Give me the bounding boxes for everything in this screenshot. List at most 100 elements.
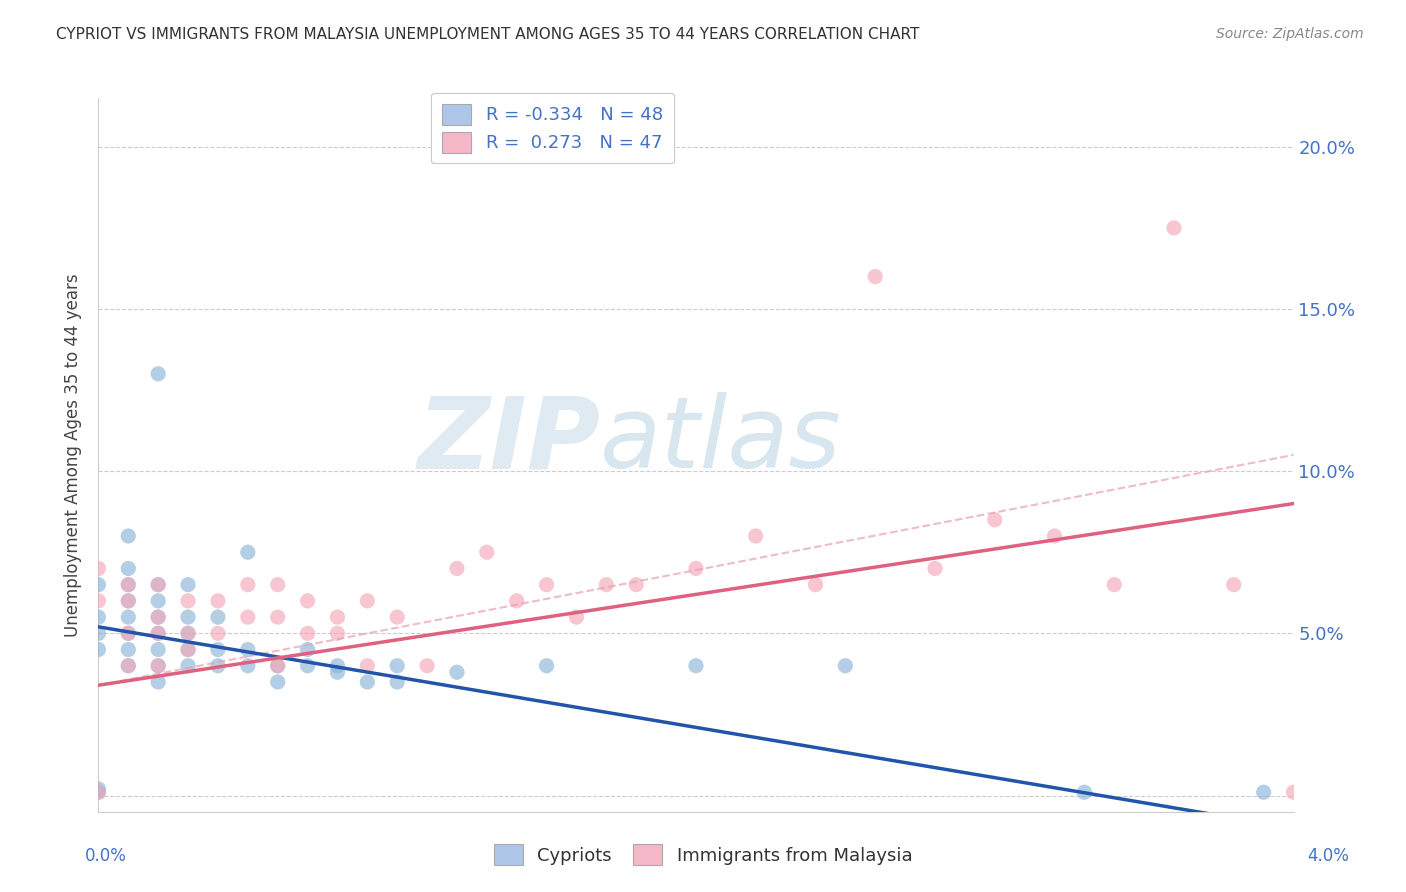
Point [207, 626, 229, 640]
Point [983, 513, 1005, 527]
Point [506, 594, 529, 608]
Point [475, 545, 498, 559]
Point [117, 594, 139, 608]
Point [207, 642, 229, 657]
Point [685, 561, 707, 575]
Point [117, 658, 139, 673]
Point [267, 675, 290, 690]
Point [177, 594, 200, 608]
Point [356, 675, 378, 690]
Point [356, 658, 378, 673]
Text: atlas: atlas [600, 392, 842, 489]
Point [117, 626, 139, 640]
Point [177, 642, 200, 657]
Point [385, 658, 409, 673]
Point [565, 610, 588, 624]
Point [1073, 785, 1095, 799]
Point [148, 626, 170, 640]
Point [356, 594, 378, 608]
Point [297, 626, 319, 640]
Point [87, 594, 110, 608]
Point [207, 610, 229, 624]
Text: Source: ZipAtlas.com: Source: ZipAtlas.com [1216, 27, 1364, 41]
Point [745, 529, 768, 543]
Point [148, 577, 170, 591]
Point [117, 658, 139, 673]
Legend: R = -0.334   N = 48, R =  0.273   N = 47: R = -0.334 N = 48, R = 0.273 N = 47 [432, 93, 673, 163]
Point [446, 665, 468, 680]
Point [1163, 220, 1185, 235]
Point [385, 675, 409, 690]
Point [148, 577, 170, 591]
Point [624, 577, 647, 591]
Point [87, 785, 110, 799]
Point [117, 642, 139, 657]
Point [804, 577, 827, 591]
Point [207, 658, 229, 673]
Point [297, 594, 319, 608]
Point [177, 626, 200, 640]
Point [326, 665, 349, 680]
Point [863, 269, 886, 284]
Point [117, 577, 139, 591]
Point [297, 642, 319, 657]
Point [87, 626, 110, 640]
Point [148, 594, 170, 608]
Point [148, 626, 170, 640]
Text: CYPRIOT VS IMMIGRANTS FROM MALAYSIA UNEMPLOYMENT AMONG AGES 35 TO 44 YEARS CORRE: CYPRIOT VS IMMIGRANTS FROM MALAYSIA UNEM… [56, 27, 920, 42]
Point [236, 577, 259, 591]
Point [177, 642, 200, 657]
Point [446, 561, 468, 575]
Point [148, 658, 170, 673]
Point [177, 626, 200, 640]
Y-axis label: Unemployment Among Ages 35 to 44 years: Unemployment Among Ages 35 to 44 years [65, 273, 83, 637]
Point [117, 594, 139, 608]
Point [536, 658, 558, 673]
Point [87, 642, 110, 657]
Point [267, 658, 290, 673]
Text: 4.0%: 4.0% [1308, 847, 1350, 865]
Point [236, 545, 259, 559]
Point [267, 577, 290, 591]
Point [1102, 577, 1125, 591]
Point [148, 642, 170, 657]
Point [148, 658, 170, 673]
Point [236, 658, 259, 673]
Point [834, 658, 856, 673]
Point [924, 561, 946, 575]
Point [385, 610, 409, 624]
Point [236, 642, 259, 657]
Point [148, 367, 170, 381]
Point [117, 577, 139, 591]
Point [87, 785, 110, 799]
Point [207, 594, 229, 608]
Point [536, 577, 558, 591]
Point [416, 658, 439, 673]
Legend: Cypriots, Immigrants from Malaysia: Cypriots, Immigrants from Malaysia [485, 835, 921, 874]
Point [117, 610, 139, 624]
Point [1282, 785, 1305, 799]
Point [87, 782, 110, 797]
Point [267, 658, 290, 673]
Point [117, 529, 139, 543]
Point [87, 610, 110, 624]
Point [148, 675, 170, 690]
Point [236, 610, 259, 624]
Point [148, 610, 170, 624]
Point [117, 561, 139, 575]
Point [685, 658, 707, 673]
Point [1043, 529, 1066, 543]
Point [1253, 785, 1275, 799]
Text: ZIP: ZIP [418, 392, 600, 489]
Point [326, 658, 349, 673]
Point [297, 658, 319, 673]
Point [326, 626, 349, 640]
Point [326, 610, 349, 624]
Text: 0.0%: 0.0% [84, 847, 127, 865]
Point [87, 577, 110, 591]
Point [148, 610, 170, 624]
Point [267, 610, 290, 624]
Point [177, 577, 200, 591]
Point [177, 610, 200, 624]
Point [177, 658, 200, 673]
